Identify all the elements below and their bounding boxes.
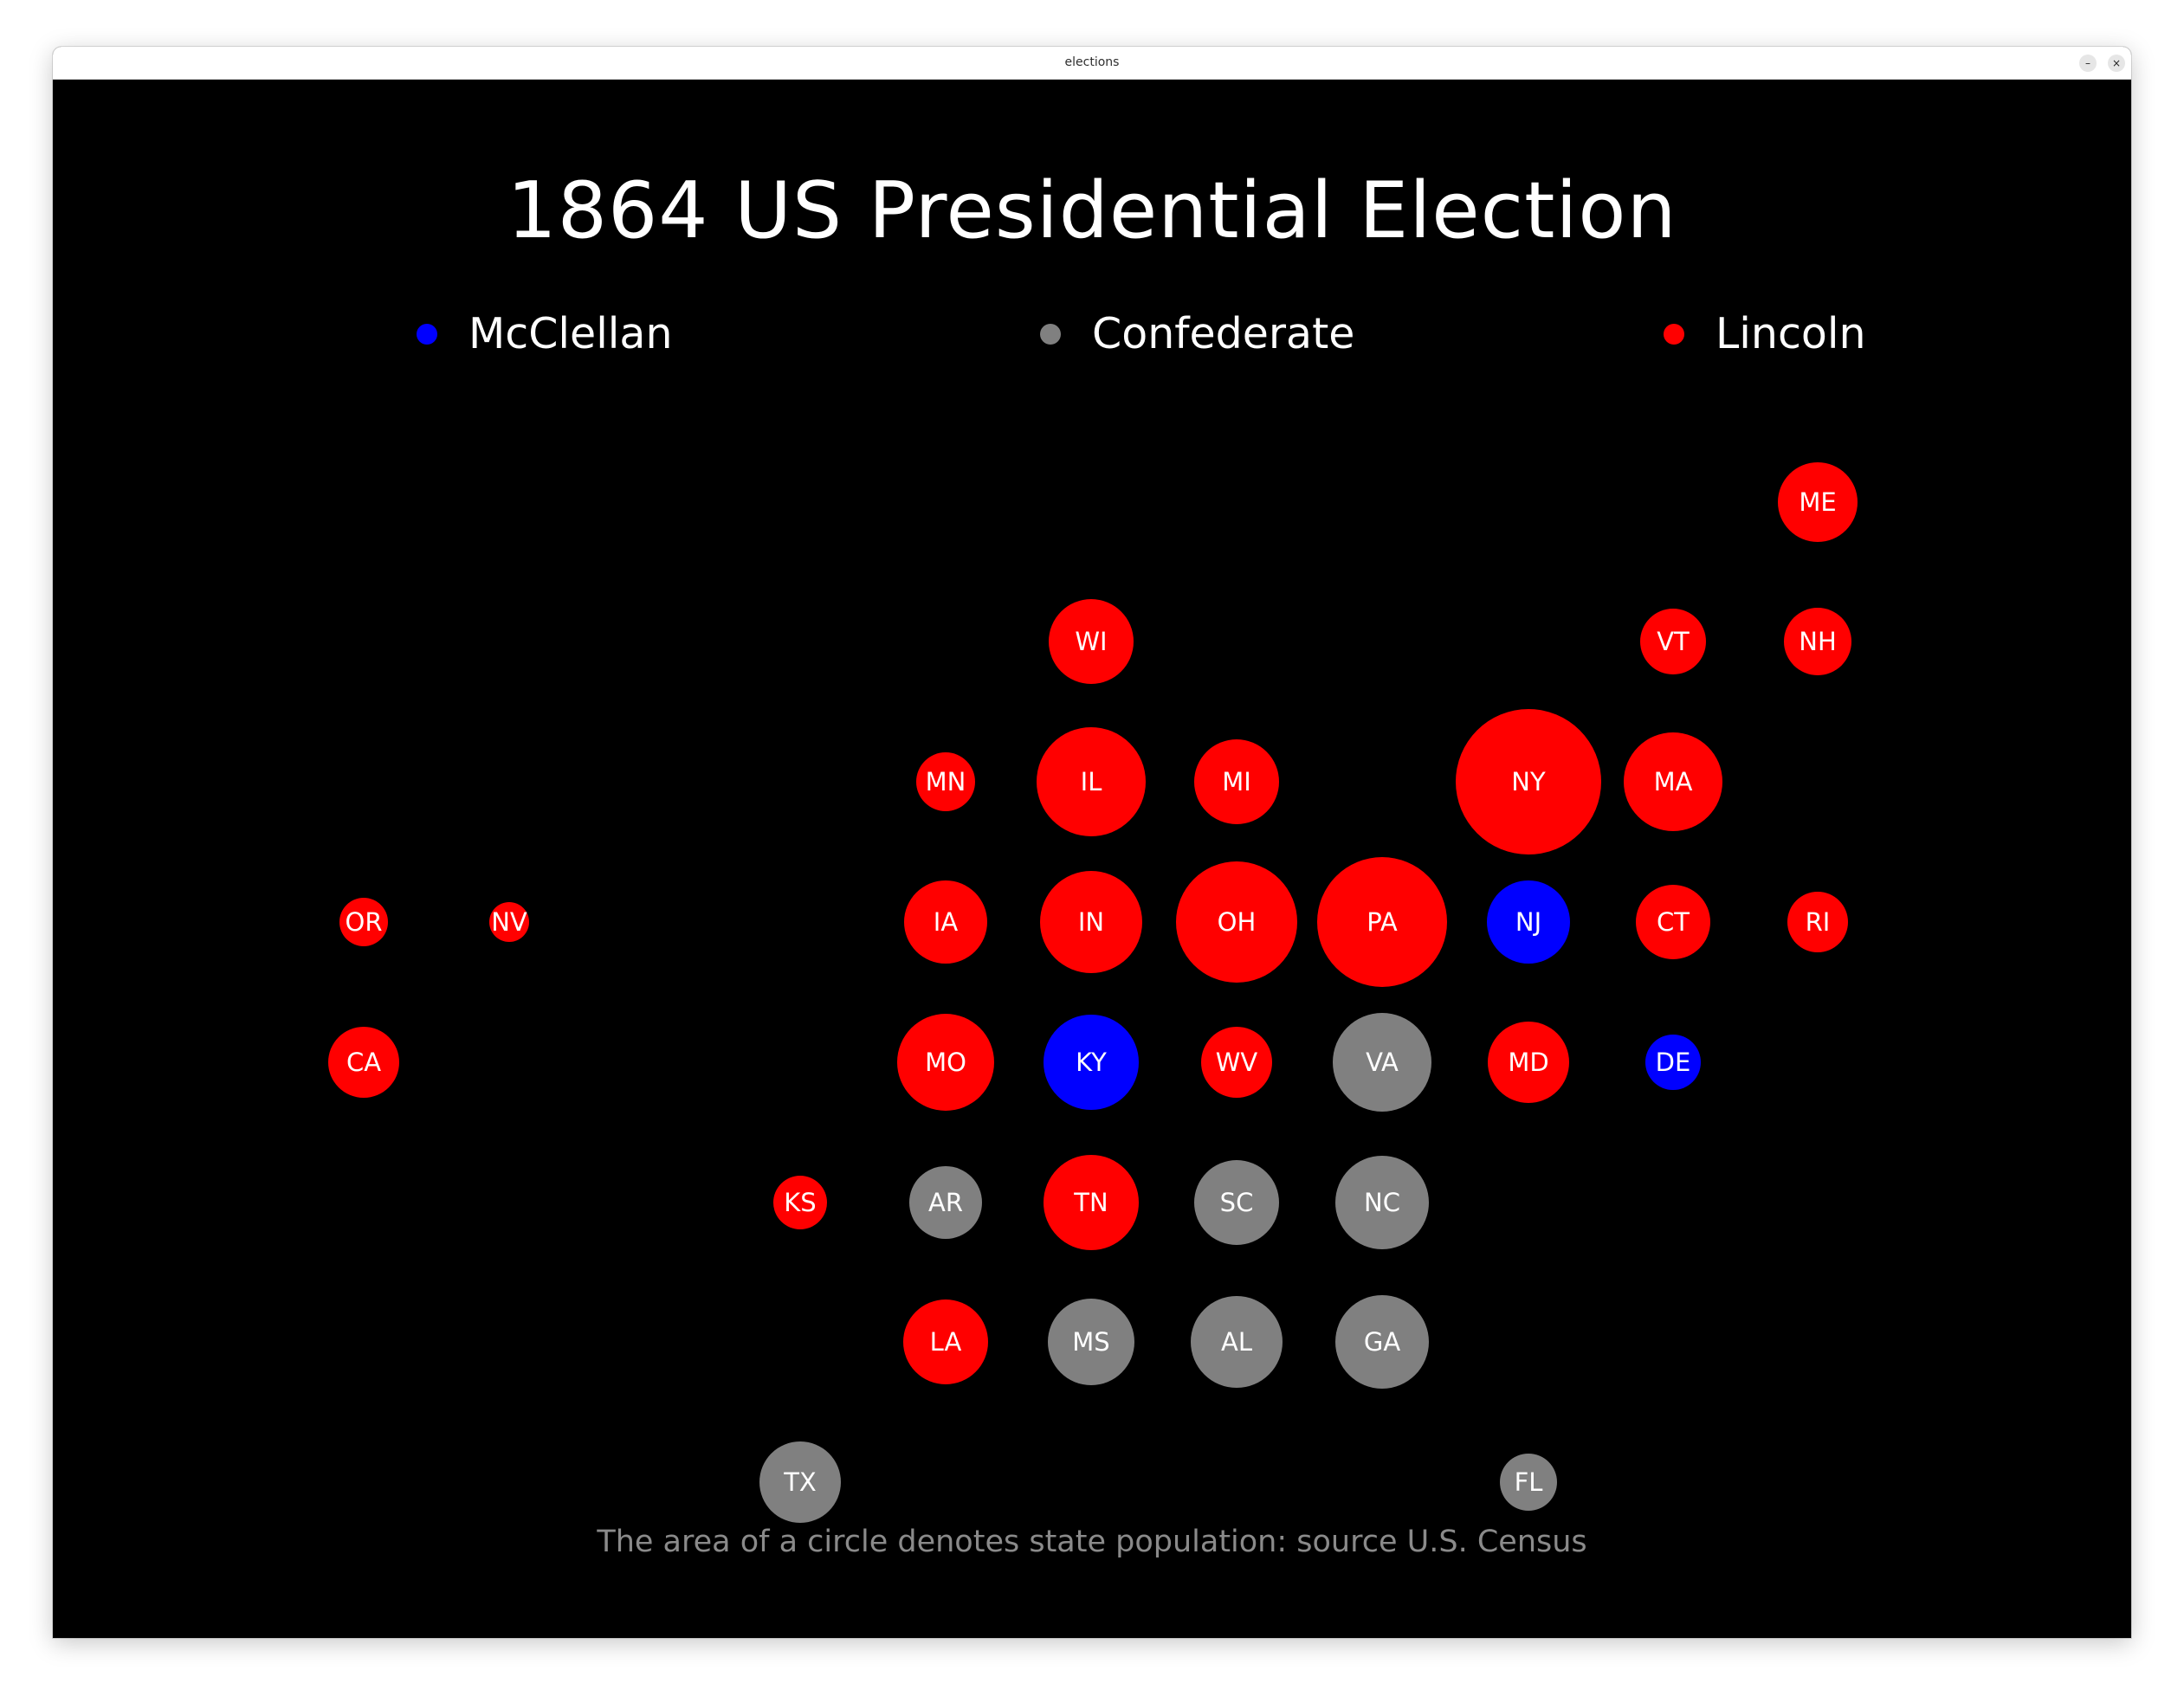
state-cartogram: ME WI VT NH MN IL MI NY MA OR NV IA IN OH PA NJ CT RI CA MO… <box>53 80 2131 1638</box>
legend-label-lincoln: Lincoln <box>1716 309 1866 358</box>
state-nh[interactable]: NH <box>1784 608 1851 675</box>
state-or[interactable]: OR <box>339 898 388 946</box>
state-me[interactable]: ME <box>1778 462 1858 542</box>
legend-dot-mcclellan <box>417 324 437 345</box>
legend-label-mcclellan: McClellan <box>468 309 673 358</box>
legend-dot-lincoln <box>1664 324 1684 345</box>
state-ar[interactable]: AR <box>909 1166 982 1239</box>
state-ma[interactable]: MA <box>1624 732 1722 831</box>
state-ny[interactable]: NY <box>1456 709 1601 854</box>
state-ga[interactable]: GA <box>1335 1295 1429 1389</box>
state-pa[interactable]: PA <box>1317 857 1447 987</box>
state-md[interactable]: MD <box>1488 1022 1569 1103</box>
election-canvas: 1864 US Presidential Election McClellan … <box>53 80 2131 1638</box>
state-de[interactable]: DE <box>1645 1035 1701 1090</box>
window-title: elections <box>1064 55 1120 69</box>
state-sc[interactable]: SC <box>1194 1160 1279 1245</box>
state-ri[interactable]: RI <box>1787 892 1848 952</box>
footnote: The area of a circle denotes state popul… <box>597 1525 1587 1559</box>
state-ms[interactable]: MS <box>1048 1299 1134 1385</box>
state-nj[interactable]: NJ <box>1487 880 1570 964</box>
state-ky[interactable]: KY <box>1044 1015 1139 1110</box>
minimize-button[interactable]: – <box>2079 55 2097 72</box>
state-wi[interactable]: WI <box>1049 599 1134 684</box>
state-ia[interactable]: IA <box>904 880 987 964</box>
state-in[interactable]: IN <box>1040 871 1142 973</box>
state-la[interactable]: LA <box>903 1299 988 1384</box>
state-tx[interactable]: TX <box>759 1441 841 1523</box>
state-oh[interactable]: OH <box>1176 861 1297 983</box>
state-ct[interactable]: CT <box>1636 885 1710 959</box>
legend-label-confederate: Confederate <box>1092 309 1355 358</box>
state-nc[interactable]: NC <box>1335 1156 1429 1249</box>
state-ks[interactable]: KS <box>773 1176 827 1229</box>
page-title: 1864 US Presidential Election <box>507 165 1677 256</box>
state-ca[interactable]: CA <box>328 1027 399 1098</box>
state-mn[interactable]: MN <box>916 752 975 811</box>
state-fl[interactable]: FL <box>1500 1454 1557 1511</box>
window-titlebar[interactable]: elections – × <box>53 47 2131 80</box>
state-wv[interactable]: WV <box>1201 1027 1272 1098</box>
state-mi[interactable]: MI <box>1194 739 1279 824</box>
state-il[interactable]: IL <box>1037 727 1146 836</box>
state-nv[interactable]: NV <box>489 902 529 942</box>
state-al[interactable]: AL <box>1191 1296 1283 1388</box>
app-window: elections – × 1864 US Presidential Elect… <box>53 47 2131 1638</box>
state-vt[interactable]: VT <box>1640 609 1706 674</box>
state-tn[interactable]: TN <box>1044 1155 1139 1250</box>
state-mo[interactable]: MO <box>897 1014 994 1111</box>
close-button[interactable]: × <box>2108 55 2125 72</box>
state-va[interactable]: VA <box>1333 1013 1431 1112</box>
legend-dot-confederate <box>1040 324 1061 345</box>
